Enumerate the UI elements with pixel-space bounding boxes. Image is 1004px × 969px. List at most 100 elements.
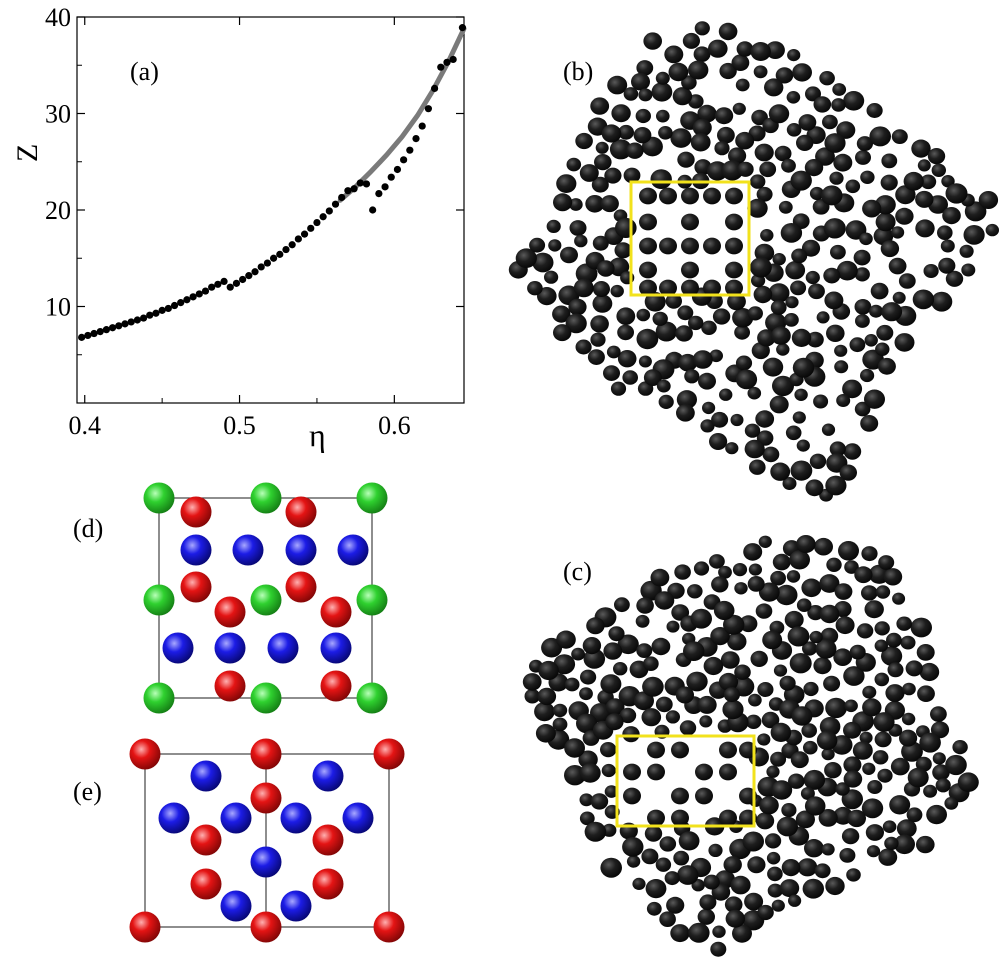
cluster-particle [869,304,883,318]
cluster-particle [573,278,594,298]
cluster-particle [724,896,743,913]
data-point [152,309,160,317]
data-point [325,207,333,215]
cluster-particle [762,446,780,463]
cluster-particle [725,187,743,205]
cluster-particle [672,87,693,106]
cluster-particle [860,170,875,184]
cluster-particle [754,243,775,262]
cluster-particle [867,780,883,794]
cluster-particle [824,291,844,310]
cluster-particle [798,114,817,131]
cluster-particle [824,133,846,153]
atom-red [250,738,282,770]
cluster-particle [881,646,903,666]
panel-label-b: (b) [563,57,593,86]
cluster-particle [774,145,792,162]
cluster-particle [779,879,800,898]
atom-green [143,682,175,714]
cluster-particle [796,598,812,612]
atom-blue [267,632,299,664]
cluster-particle [569,198,583,211]
cluster-particle [803,740,818,755]
cluster-particle [524,688,541,704]
cluster-particle [732,102,746,115]
cluster-particle [884,836,899,851]
data-point [158,306,166,314]
cluster-particle [766,851,781,865]
cluster-particle [891,226,905,239]
atom-red [285,496,317,528]
cluster-particle [852,741,873,760]
y-tick-label: 20 [45,196,71,225]
cluster-particle [770,462,791,481]
cluster-particle [556,174,577,194]
cluster-particle [565,313,587,334]
fit-curve [337,26,467,203]
atom-green [356,682,388,714]
cluster-particle [564,738,585,758]
cluster-particle [861,546,878,562]
cluster-particle [862,698,882,717]
cluster-particle [623,167,641,184]
cluster-particle [829,441,846,457]
data-point [449,55,457,64]
cluster-particle [764,78,784,97]
atom-green [250,682,282,714]
cluster-particle [655,321,678,342]
cluster-particle [725,279,743,297]
cluster-c-particles [522,535,979,957]
cluster-particle [575,339,592,355]
cluster-particle [522,673,542,691]
x-axis-label: η [309,417,326,453]
cluster-particle [901,741,923,762]
data-point [139,314,148,322]
x-tick-label: 0.4 [68,411,101,440]
cluster-particle [776,343,790,356]
cluster-particle [790,170,812,191]
atom-blue [180,534,212,566]
cluster-particle [891,129,908,145]
cluster-particle [597,260,615,277]
cluster-particle [687,584,703,599]
cluster-particle [639,213,657,231]
data-point [387,173,395,181]
cluster-particle [801,578,822,598]
cluster-particle [864,600,884,619]
data-point [84,331,92,340]
cluster-particle [959,244,974,258]
cluster-particle [919,732,941,753]
atom-blue [214,632,246,664]
cluster-particle [699,715,713,728]
cluster-particle [757,904,774,921]
atom-blue [280,890,312,922]
cluster-particle [814,537,833,556]
cluster-particle [681,279,699,297]
cluster-particle [639,237,657,255]
atom-blue [232,534,264,566]
data-point [263,259,272,267]
cluster-particle [678,353,698,372]
cluster-particle [579,763,601,783]
highlight-box-b [629,180,751,297]
cluster-particle [754,143,774,162]
atom-red [250,911,282,943]
cluster-particle [714,141,730,156]
cluster-particle [826,557,842,572]
cluster-particle [945,270,964,287]
cluster-particle [686,671,708,692]
cluster-particle [896,616,912,631]
cluster-particle [885,684,905,702]
cluster-particle [739,615,758,633]
cluster-particle [813,657,832,675]
cluster-particle [862,685,877,699]
cluster-particle [603,365,620,381]
cluster-particle [835,782,850,796]
panel-e-unit-cell: (e) [73,738,405,943]
cluster-particle [575,132,593,150]
cluster-particle [792,63,812,82]
cluster-particle [725,213,743,231]
cluster-particle [855,150,871,165]
data-point [109,324,117,332]
cluster-particle [819,574,840,593]
